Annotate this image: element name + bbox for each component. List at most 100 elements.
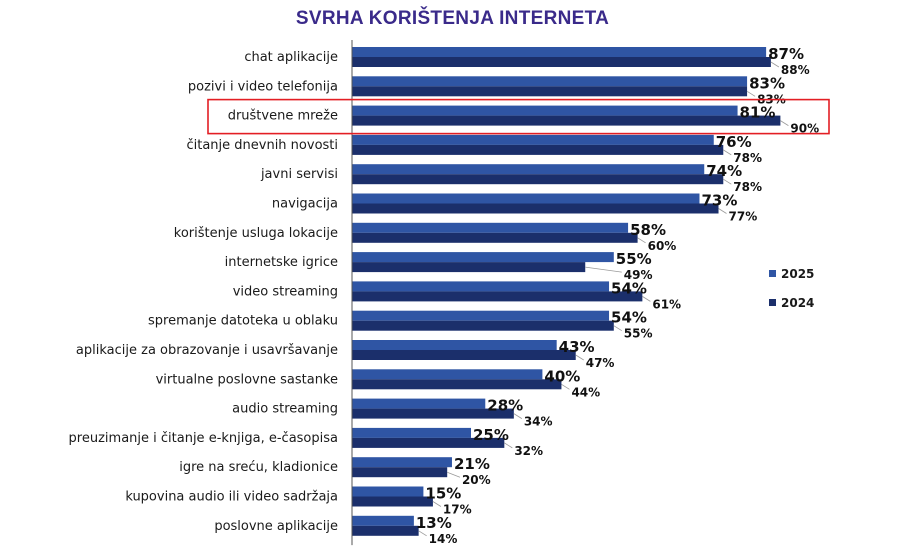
data-label-2025: 74% bbox=[706, 162, 742, 180]
category-label: video streaming bbox=[233, 284, 338, 299]
bar-2024 bbox=[352, 86, 748, 97]
legend-label-2024: 2024 bbox=[781, 296, 814, 310]
bar-2025 bbox=[352, 457, 452, 468]
data-label-2025: 13% bbox=[416, 514, 452, 532]
category-label: preuzimanje i čitanje e-knjiga, e-časopi… bbox=[69, 431, 338, 446]
leader-line-2024 bbox=[642, 296, 651, 302]
data-label-2024: 32% bbox=[514, 444, 543, 458]
category-label: pozivi i video telefonija bbox=[188, 79, 338, 94]
category-label: virtualne poslovne sastanke bbox=[156, 372, 338, 387]
data-label-2025: 40% bbox=[544, 367, 580, 385]
bar-2024 bbox=[352, 496, 433, 507]
data-label-2024: 60% bbox=[648, 239, 677, 253]
leader-line-2024 bbox=[447, 471, 461, 478]
bar-2025 bbox=[352, 369, 543, 380]
bar-2025 bbox=[352, 47, 767, 57]
leader-line-2024 bbox=[575, 354, 584, 361]
bar-2024 bbox=[352, 437, 505, 448]
category-label: kupovina audio ili video sadržaja bbox=[125, 490, 338, 505]
data-label-2024: 78% bbox=[733, 151, 762, 165]
bar-2024 bbox=[352, 379, 562, 390]
leader-line-2024 bbox=[723, 178, 732, 185]
bar-2024 bbox=[352, 115, 781, 126]
data-label-2025: 54% bbox=[611, 309, 647, 327]
data-label-2024: 77% bbox=[729, 210, 758, 224]
leader-line-2024 bbox=[770, 61, 780, 68]
bar-2024 bbox=[352, 174, 724, 185]
bar-2024 bbox=[352, 203, 719, 214]
bar-2024 bbox=[352, 408, 514, 419]
data-label-2025: 55% bbox=[616, 250, 652, 268]
data-label-2024: 55% bbox=[624, 327, 653, 341]
data-label-2025: 83% bbox=[749, 74, 785, 92]
data-label-2025: 58% bbox=[630, 221, 666, 239]
data-label-2025: 21% bbox=[454, 455, 490, 473]
highlight-box bbox=[207, 98, 830, 135]
category-label: čitanje dnevnih novosti bbox=[186, 138, 338, 153]
bar-2024 bbox=[352, 291, 643, 302]
data-label-2025: 81% bbox=[740, 104, 776, 122]
leader-line-2024 bbox=[432, 501, 442, 507]
bar-2025 bbox=[352, 164, 705, 175]
data-label-2024: 14% bbox=[429, 532, 458, 546]
data-label-2024: 90% bbox=[790, 122, 819, 136]
bar-2025 bbox=[352, 398, 486, 409]
bar-2025 bbox=[352, 105, 738, 116]
legend-swatch-2024 bbox=[769, 299, 776, 306]
legend-label-2025: 2025 bbox=[781, 267, 814, 281]
chart-title: SVRHA KORIŠTENJA INTERNETA bbox=[295, 8, 610, 29]
category-label: korištenje usluga lokacije bbox=[174, 226, 338, 241]
data-label-2025: 54% bbox=[611, 279, 647, 297]
category-label: spremanje datoteka u oblaku bbox=[148, 314, 338, 329]
bar-2025 bbox=[352, 515, 414, 526]
category-label: aplikacije za obrazovanje i usavršavanje bbox=[76, 343, 338, 358]
data-label-2024: 61% bbox=[652, 297, 681, 311]
bar-2024 bbox=[352, 144, 724, 155]
bar-2025 bbox=[352, 76, 748, 87]
category-label: audio streaming bbox=[232, 402, 338, 417]
data-label-2025: 43% bbox=[559, 338, 595, 356]
bar-2025 bbox=[352, 340, 557, 350]
bar-2025 bbox=[352, 427, 471, 438]
data-label-2025: 25% bbox=[473, 426, 509, 444]
leader-line-2024 bbox=[585, 266, 622, 273]
bar-2025 bbox=[352, 193, 700, 204]
data-label-2025: 76% bbox=[716, 133, 752, 151]
bar-2025 bbox=[352, 310, 610, 321]
leader-line-2024 bbox=[718, 208, 727, 214]
data-label-2024: 88% bbox=[781, 63, 810, 77]
bar-2025 bbox=[352, 281, 610, 292]
bar-2025 bbox=[352, 222, 629, 233]
data-label-2025: 87% bbox=[768, 45, 804, 63]
leader-line-2024 bbox=[780, 120, 789, 126]
bar-2025 bbox=[352, 486, 424, 497]
data-label-2024: 17% bbox=[443, 503, 472, 517]
data-label-2024: 78% bbox=[733, 180, 762, 194]
leader-line-2024 bbox=[746, 90, 756, 97]
leader-line-2024 bbox=[723, 149, 732, 156]
bar-2024 bbox=[352, 262, 586, 273]
leader-line-2024 bbox=[613, 325, 623, 332]
data-label-2024: 20% bbox=[462, 473, 491, 487]
legend-swatch-2025 bbox=[769, 270, 776, 277]
category-label: chat aplikacije bbox=[244, 50, 338, 65]
category-label: igre na sreću, kladionice bbox=[179, 460, 338, 475]
bar-2024 bbox=[352, 232, 638, 243]
bar-2024 bbox=[352, 57, 771, 67]
category-label: društvene mreže bbox=[228, 109, 338, 124]
data-label-2024: 34% bbox=[524, 415, 553, 429]
data-label-2024: 47% bbox=[586, 356, 615, 370]
bar-2025 bbox=[352, 252, 614, 263]
bar-2024 bbox=[352, 320, 614, 331]
data-label-2025: 73% bbox=[701, 192, 737, 210]
category-label: internetske igrice bbox=[225, 255, 338, 270]
category-label: javni servisi bbox=[260, 167, 338, 182]
category-label: navigacija bbox=[272, 197, 338, 212]
leader-line-2024 bbox=[513, 413, 523, 419]
bar-2025 bbox=[352, 134, 714, 145]
data-label-2025: 15% bbox=[425, 485, 461, 503]
leader-line-2024 bbox=[418, 530, 427, 537]
bar-2024 bbox=[352, 350, 576, 360]
data-label-2025: 28% bbox=[487, 397, 523, 415]
